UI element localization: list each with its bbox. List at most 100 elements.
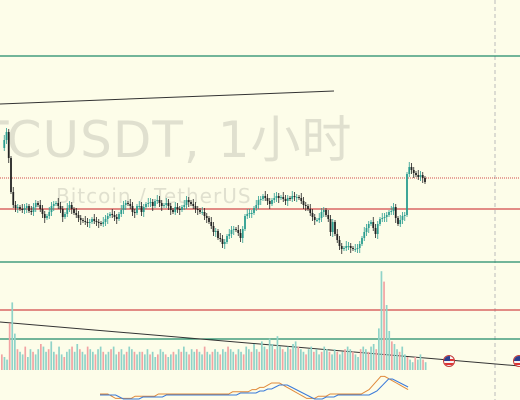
- candle-body: [239, 233, 242, 238]
- candle-body: [127, 203, 129, 204]
- candle-body: [46, 216, 48, 218]
- candle-body: [286, 198, 289, 201]
- candle-body: [100, 223, 102, 224]
- volume-bar: [196, 349, 198, 370]
- volume-bar: [6, 359, 8, 370]
- volume-bar: [42, 346, 45, 370]
- candle-body: [79, 218, 82, 220]
- candle-body: [295, 197, 298, 198]
- volume-bar: [297, 346, 300, 370]
- candle-body: [151, 202, 154, 206]
- candle-body: [289, 198, 291, 199]
- volume-bar: [344, 349, 346, 370]
- volume-bar: [102, 351, 105, 370]
- volume-bar: [68, 349, 71, 370]
- candle-body: [39, 205, 42, 209]
- candle-body: [73, 209, 75, 213]
- volume-bar: [365, 349, 367, 370]
- volume-bar: [190, 349, 193, 370]
- candle-body: [383, 217, 386, 218]
- volume-bar: [32, 351, 34, 370]
- candle-body: [381, 218, 384, 219]
- candle-body: [66, 208, 69, 214]
- volume-bar: [115, 354, 118, 370]
- volume-bar: [27, 357, 29, 370]
- candle-body: [82, 220, 84, 221]
- us-flag-icon[interactable]: [513, 355, 520, 367]
- candle-body: [354, 249, 357, 250]
- volume-bar: [3, 357, 6, 370]
- candle-body: [55, 203, 57, 204]
- volume-bar: [211, 351, 214, 370]
- volume-bar: [367, 351, 370, 370]
- candle-body: [367, 224, 370, 228]
- candle-body: [149, 202, 152, 203]
- volume-bar: [79, 349, 81, 370]
- volume-bar: [229, 349, 232, 370]
- volume-bar: [237, 349, 240, 370]
- candle-body: [214, 231, 217, 232]
- candle-body: [248, 213, 251, 214]
- candle-body: [307, 206, 309, 209]
- volume-bar: [97, 349, 99, 370]
- candle-body: [25, 206, 28, 208]
- volume-bar: [391, 341, 393, 370]
- volume-bar: [180, 351, 183, 370]
- candle-body: [376, 224, 379, 234]
- volume-bar: [341, 351, 344, 370]
- candle-body: [187, 200, 190, 202]
- candle-body: [345, 246, 348, 248]
- candle-body: [262, 196, 264, 199]
- volume-bar: [151, 351, 154, 370]
- volume-bar: [177, 349, 180, 370]
- candle-body: [322, 210, 325, 212]
- candle-body: [167, 203, 170, 206]
- candle-body: [221, 239, 224, 244]
- candle-body: [401, 216, 404, 220]
- candle-body: [253, 208, 255, 213]
- candle-body: [365, 228, 368, 232]
- candle-body: [109, 214, 111, 216]
- us-flag-icon[interactable]: [443, 355, 455, 367]
- volume-bar: [110, 349, 112, 370]
- candle-body: [271, 200, 273, 204]
- candle-body: [16, 207, 19, 208]
- candle-body: [397, 218, 399, 224]
- candle-body: [361, 238, 363, 244]
- candle-body: [390, 211, 393, 212]
- volume-bar: [154, 357, 157, 370]
- volume-bar: [131, 349, 133, 370]
- volume-bar: [310, 346, 313, 370]
- candle-body: [340, 246, 343, 249]
- candle-body: [165, 203, 168, 205]
- volume-bar: [138, 351, 141, 370]
- candle-body: [142, 207, 145, 212]
- lower-trend-line[interactable]: [0, 321, 520, 367]
- candle-body: [106, 216, 109, 219]
- volume-bar: [274, 349, 276, 370]
- volume-bar: [276, 336, 279, 370]
- volume-bar: [362, 346, 365, 370]
- volume-bar: [170, 354, 172, 370]
- candle-body: [334, 222, 336, 234]
- volume-bar: [1, 354, 3, 370]
- volume-bar: [261, 341, 263, 370]
- candle-body: [282, 197, 285, 199]
- candle-body: [302, 201, 305, 205]
- candle-body: [160, 203, 163, 206]
- volume-bar: [201, 354, 203, 370]
- candle-body: [124, 203, 127, 205]
- upper-trend-line[interactable]: [0, 90, 335, 105]
- candle-body: [158, 200, 161, 203]
- volume-bar: [53, 351, 55, 370]
- candle-body: [43, 214, 46, 218]
- candle-body: [3, 140, 6, 148]
- volume-bar: [94, 354, 97, 370]
- volume-bar: [172, 351, 175, 370]
- candle-body: [199, 210, 201, 212]
- volume-bar: [157, 354, 159, 370]
- candle-body: [273, 198, 276, 200]
- volume-bar: [144, 354, 146, 370]
